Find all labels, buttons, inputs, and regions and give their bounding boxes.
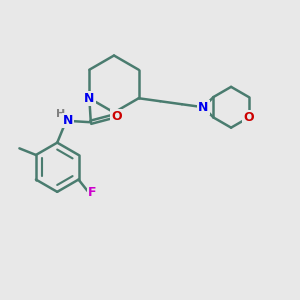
Text: N: N: [198, 101, 209, 114]
Text: F: F: [88, 186, 96, 199]
Text: O: O: [243, 111, 254, 124]
Text: N: N: [84, 92, 94, 105]
Text: O: O: [111, 110, 122, 123]
Text: N: N: [62, 114, 73, 127]
Text: H: H: [56, 109, 65, 119]
